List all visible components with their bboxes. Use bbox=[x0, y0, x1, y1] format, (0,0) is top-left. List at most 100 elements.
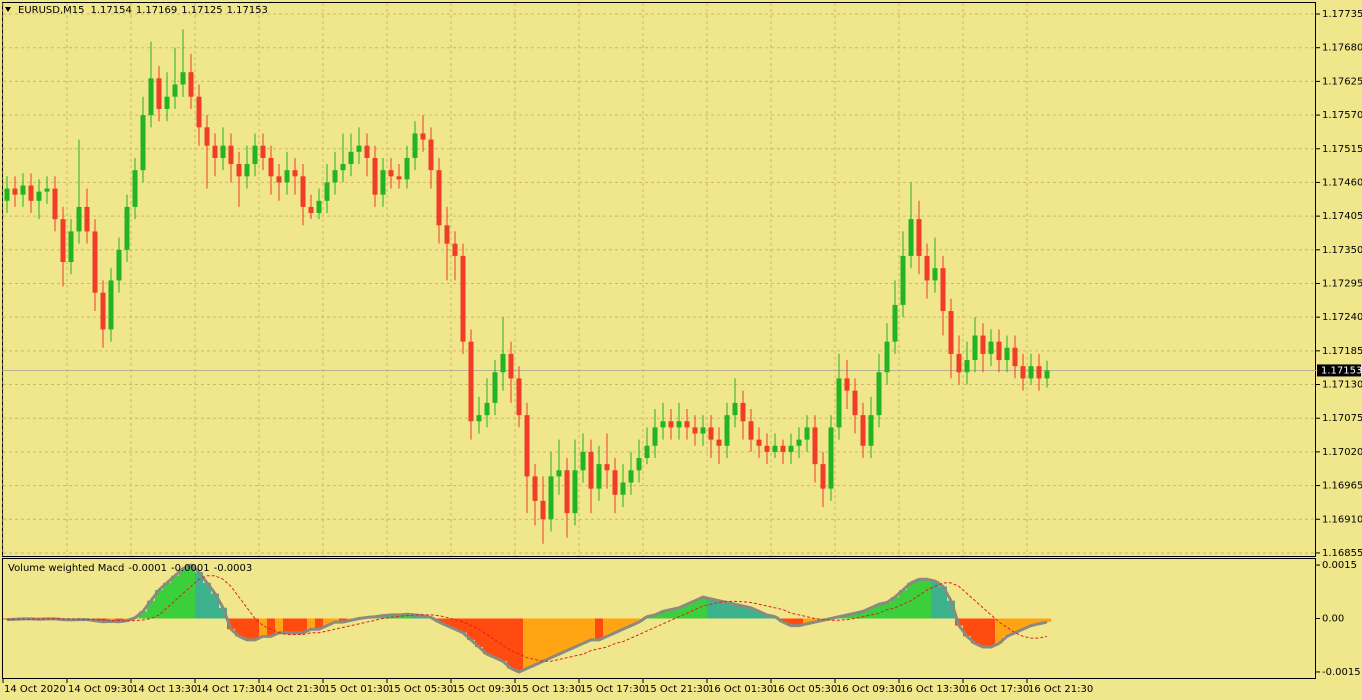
candle-body bbox=[764, 445, 770, 452]
macd-bar bbox=[163, 582, 171, 619]
candle-body bbox=[44, 188, 50, 192]
candle-body bbox=[252, 145, 258, 165]
candle-body bbox=[316, 200, 322, 214]
candle-body bbox=[940, 268, 946, 312]
x-tick-label: 15 Oct 17:30 bbox=[580, 684, 645, 695]
y-tick-label: 1.16965 bbox=[1322, 481, 1362, 492]
candle-body bbox=[52, 188, 58, 220]
candle-body bbox=[980, 335, 986, 354]
candle-body bbox=[68, 231, 74, 263]
macd-bar bbox=[539, 618, 547, 662]
macd-bar bbox=[859, 611, 867, 619]
macd-bar bbox=[235, 618, 243, 637]
y-tick-label: 1.17185 bbox=[1322, 346, 1362, 357]
macd-bar bbox=[995, 618, 1003, 644]
candle-body bbox=[612, 470, 618, 495]
macd-bar bbox=[755, 611, 763, 619]
macd-bar bbox=[395, 614, 403, 619]
candle-body bbox=[820, 464, 826, 489]
candle-body bbox=[116, 249, 122, 281]
macd-bar bbox=[147, 600, 155, 619]
candle-body bbox=[436, 170, 442, 226]
macd-bar bbox=[515, 618, 523, 672]
readout-low: 1.17125 bbox=[181, 5, 222, 16]
candle-body bbox=[620, 482, 626, 495]
price-panel bbox=[2, 2, 1316, 557]
macd-bar bbox=[979, 618, 987, 648]
candle-body bbox=[572, 470, 578, 514]
indicator-title: Volume weighted Macd -0.0001 -0.0001 -0.000… bbox=[8, 563, 252, 574]
x-tick-label: 15 Oct 13:30 bbox=[516, 684, 581, 695]
candle-body bbox=[460, 255, 466, 342]
macd-bar bbox=[811, 618, 819, 623]
macd-bar bbox=[331, 618, 339, 623]
candle-body bbox=[292, 170, 298, 177]
macd-bar bbox=[307, 618, 315, 630]
candle-body bbox=[76, 206, 82, 232]
candle-body bbox=[20, 185, 26, 195]
readout-close: 1.17153 bbox=[227, 5, 268, 16]
candle-body bbox=[492, 372, 498, 403]
macd-bar bbox=[1043, 618, 1051, 623]
macd-bar bbox=[339, 618, 347, 623]
x-tick-label: 14 Oct 09:30 bbox=[68, 684, 133, 695]
candle-body bbox=[372, 157, 378, 195]
candle-body bbox=[324, 182, 330, 201]
candle-body bbox=[604, 464, 610, 471]
candle-body bbox=[444, 225, 450, 244]
symbol: EURUSD,M15 bbox=[18, 5, 84, 16]
indicator-readout: -0.0003 bbox=[214, 563, 253, 574]
candle-body bbox=[388, 170, 394, 177]
candle-body bbox=[364, 145, 370, 158]
macd-bar bbox=[875, 604, 883, 619]
macd-outline bbox=[6, 563, 1048, 674]
candle-body bbox=[652, 427, 658, 446]
macd-bar bbox=[227, 618, 235, 630]
macd-bar bbox=[571, 618, 579, 648]
x-tick-label: 16 Oct 13:30 bbox=[900, 684, 965, 695]
macd-bar bbox=[251, 618, 259, 640]
signal-line bbox=[7, 575, 1048, 662]
y-tick-label: 1.17515 bbox=[1322, 144, 1362, 155]
macd-bar bbox=[211, 593, 219, 619]
x-tick-label: 15 Oct 01:30 bbox=[324, 684, 389, 695]
macd-bar bbox=[931, 581, 939, 619]
candle-body bbox=[556, 470, 562, 477]
candle-body bbox=[28, 185, 34, 201]
macd-bar bbox=[299, 618, 307, 633]
candle-body bbox=[260, 145, 266, 158]
candle-body bbox=[276, 176, 282, 183]
candle-body bbox=[724, 415, 730, 446]
candle-body bbox=[1028, 366, 1034, 379]
x-tick-label: 14 Oct 17:30 bbox=[196, 684, 261, 695]
candle-body bbox=[476, 415, 482, 422]
macd-bar bbox=[187, 565, 195, 619]
macd-bar bbox=[963, 618, 971, 637]
y-tick-label: -0.0015 bbox=[1322, 667, 1361, 678]
macd-bar bbox=[883, 602, 891, 619]
candle-body bbox=[812, 427, 818, 465]
y-tick-label: 1.17075 bbox=[1322, 413, 1362, 424]
candle-body bbox=[484, 402, 490, 416]
y-tick-label: 1.16855 bbox=[1322, 548, 1362, 559]
candle-body bbox=[828, 427, 834, 489]
macd-bar bbox=[243, 618, 251, 640]
candle-body bbox=[716, 439, 722, 446]
candle-body bbox=[908, 219, 914, 256]
candle-body bbox=[84, 206, 90, 232]
candle-body bbox=[12, 188, 18, 195]
candle-body bbox=[220, 145, 226, 158]
candle-body bbox=[900, 255, 906, 305]
macd-bar bbox=[547, 618, 555, 658]
macd-bar bbox=[171, 575, 179, 619]
macd-bar bbox=[155, 589, 163, 619]
macd-bar bbox=[691, 600, 699, 619]
macd-bar bbox=[899, 589, 907, 619]
candle-body bbox=[156, 78, 162, 109]
macd-bar bbox=[787, 618, 795, 626]
y-tick-label: 0.00 bbox=[1322, 614, 1344, 625]
candle-body bbox=[404, 157, 410, 180]
candle-body bbox=[772, 445, 778, 452]
candle-body bbox=[508, 353, 514, 379]
